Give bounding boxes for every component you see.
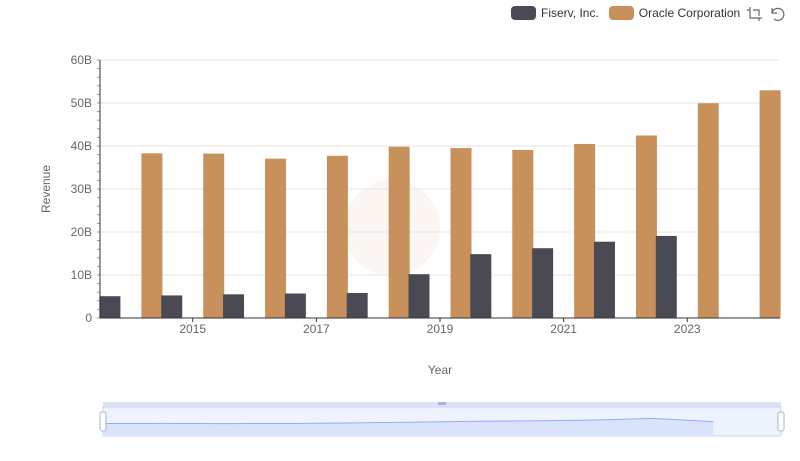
legend-item-oracle[interactable]: Oracle Corporation <box>608 6 741 20</box>
bar-oracle-2020[interactable] <box>512 149 534 318</box>
axes: 0 10B 20B 30B 40B 50B 60B 2015 2017 2019 2021 2023 <box>71 53 780 336</box>
bar-oracle-2021[interactable] <box>574 143 596 318</box>
legend-label-fiserv: Fiserv, Inc. <box>541 6 599 20</box>
zoom-reset-icon[interactable] <box>769 6 785 22</box>
y-axis-title: Revenue <box>39 165 53 213</box>
bar-fiserv-2017[interactable] <box>284 293 306 318</box>
bar-oracle-2017[interactable] <box>326 155 348 318</box>
bar-oracle-2024[interactable] <box>759 90 781 318</box>
bar-oracle-2016[interactable] <box>265 158 287 318</box>
bar-oracle-2019[interactable] <box>450 148 472 318</box>
x-tick-label: 2019 <box>427 322 454 336</box>
datazoom-slider[interactable] <box>99 402 785 437</box>
bar-fiserv-2021[interactable] <box>532 248 554 318</box>
bar-fiserv-2018[interactable] <box>346 292 368 318</box>
legend-label-oracle: Oracle Corporation <box>638 6 741 20</box>
bar-fiserv-2014[interactable] <box>99 296 121 318</box>
datazoom-line <box>102 417 714 425</box>
x-tick-label: 2015 <box>179 322 206 336</box>
bar-fiserv-2023[interactable] <box>655 235 677 318</box>
datazoom-left-handle[interactable] <box>99 411 107 432</box>
y-tick-label: 0 <box>85 311 92 325</box>
y-tick-label: 60B <box>71 53 92 67</box>
y-tick-label: 30B <box>71 182 92 196</box>
legend: Fiserv, Inc. Oracle Corporation <box>511 4 750 22</box>
zoom-icon[interactable] <box>747 6 763 22</box>
bars <box>99 90 781 318</box>
y-tick-label: 10B <box>71 268 92 282</box>
legend-item-fiserv[interactable]: Fiserv, Inc. <box>511 6 599 20</box>
legend-swatch-fiserv <box>511 6 536 20</box>
x-tick-label: 2017 <box>303 322 330 336</box>
bar-fiserv-2015[interactable] <box>161 295 183 318</box>
bar-fiserv-2020[interactable] <box>470 254 492 318</box>
y-tick-label: 40B <box>71 139 92 153</box>
bar-oracle-2014[interactable] <box>141 153 163 318</box>
bar-oracle-2023[interactable] <box>697 103 719 318</box>
bar-oracle-2022[interactable] <box>635 135 657 318</box>
grid-lines <box>100 59 780 276</box>
legend-swatch-oracle <box>608 6 634 20</box>
x-tick-label: 2021 <box>550 322 577 336</box>
datazoom-right-handle[interactable] <box>777 411 785 432</box>
bar-fiserv-2019[interactable] <box>408 274 430 318</box>
y-tick-label: 20B <box>71 225 92 239</box>
toolbox <box>747 6 791 22</box>
datazoom-area <box>103 418 714 436</box>
bar-fiserv-2016[interactable] <box>223 294 245 318</box>
bar-oracle-2018[interactable] <box>388 146 410 318</box>
bar-oracle-2015[interactable] <box>203 153 225 318</box>
datazoom-drag-handle[interactable] <box>438 402 446 405</box>
y-tick-label: 50B <box>71 96 92 110</box>
x-tick-label: 2023 <box>674 322 701 336</box>
x-axis-title: Year <box>428 363 452 377</box>
bar-fiserv-2022[interactable] <box>593 241 615 318</box>
